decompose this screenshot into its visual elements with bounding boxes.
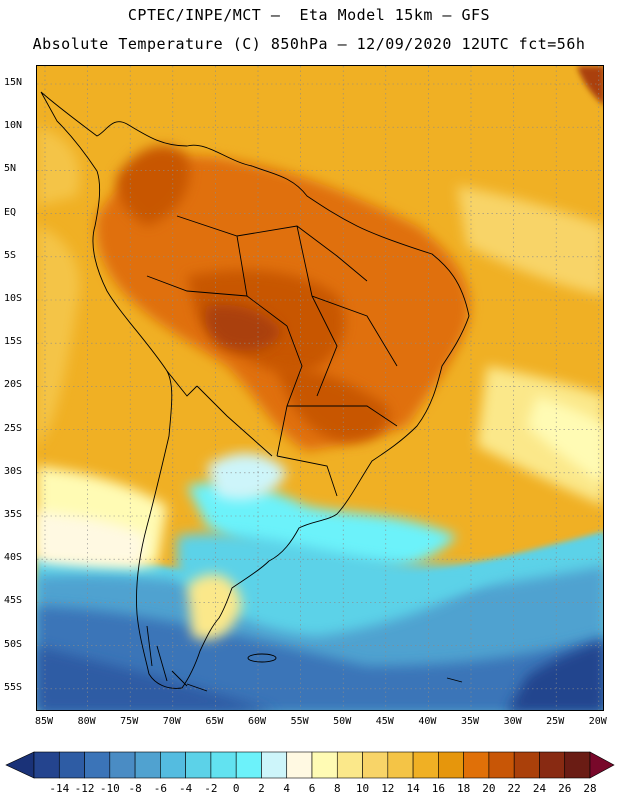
colorbar-swatch xyxy=(438,751,464,779)
colorbar-label: 10 xyxy=(355,782,370,795)
latitude-label: 15N xyxy=(4,77,23,88)
longitude-label: 20W xyxy=(588,716,607,727)
longitude-label: 30W xyxy=(503,716,522,727)
colorbar-swatch xyxy=(513,751,540,779)
longitude-label: 80W xyxy=(77,716,96,727)
colorbar-overflow-arrow xyxy=(589,751,615,779)
colorbar-label: -4 xyxy=(179,782,193,795)
colorbar-swatch xyxy=(160,751,186,779)
colorbar-label: -6 xyxy=(153,782,167,795)
colorbar-swatch xyxy=(33,751,60,779)
colorbar-swatch xyxy=(84,751,111,779)
longitude-label: 50W xyxy=(333,716,352,727)
colorbar-label: -2 xyxy=(204,782,218,795)
colorbar-swatch xyxy=(286,751,313,779)
colorbar-swatch xyxy=(134,751,161,779)
longitude-label: 40W xyxy=(418,716,437,727)
longitude-label: 85W xyxy=(34,716,54,727)
longitude-label: 35W xyxy=(460,716,480,727)
longitude-label: 55W xyxy=(290,716,309,727)
longitude-label: 65W xyxy=(205,716,224,727)
latitude-label: 15S xyxy=(4,336,23,348)
temperature-field xyxy=(37,66,603,710)
temperature-field-map xyxy=(37,66,603,710)
colorbar-swatch xyxy=(336,751,363,779)
longitude-label: 70W xyxy=(162,716,181,727)
colorbar-label: 2 xyxy=(258,782,265,795)
longitude-label: 60W xyxy=(247,716,267,727)
south-america-coastline xyxy=(40,91,470,689)
latitude-label: 5N xyxy=(4,163,17,175)
latitude-label: 55S xyxy=(4,681,23,693)
colorbar-label: 16 xyxy=(431,782,445,795)
colorbar-swatch xyxy=(210,751,237,779)
colorbar-swatch xyxy=(185,751,212,779)
colorbar-label: 22 xyxy=(507,782,521,795)
lat-lon-grid xyxy=(37,66,603,710)
colorbar-swatch xyxy=(58,751,85,779)
colorbar-label: 14 xyxy=(406,782,420,795)
colorbar-label: 12 xyxy=(381,782,395,795)
colorbar-label: 6 xyxy=(308,782,316,795)
colorbar-swatch xyxy=(488,751,515,779)
colorbar-label: 18 xyxy=(457,782,471,795)
colorbar-label: -12 xyxy=(74,782,95,795)
colorbar-swatch xyxy=(463,751,490,779)
colorbar-swatch xyxy=(564,751,591,779)
colorbar-underflow-arrow xyxy=(5,751,35,779)
colorbar-label: 26 xyxy=(558,782,572,795)
map-panel xyxy=(36,65,604,711)
latitude-label: 20S xyxy=(4,379,23,391)
latitude-label: 10N xyxy=(4,120,23,132)
latitude-label: 45S xyxy=(4,595,23,607)
latitude-label: 25S xyxy=(4,422,23,434)
colorbar-swatch xyxy=(362,751,389,779)
latitude-label: 30S xyxy=(4,465,23,477)
temperature-colorbar xyxy=(5,751,615,779)
colorbar-label: 20 xyxy=(482,782,496,795)
colorbar-label: -8 xyxy=(128,782,142,795)
longitude-label: 25W xyxy=(546,716,565,727)
colorbar-label: 28 xyxy=(583,782,597,795)
colorbar-swatch xyxy=(261,751,288,779)
latitude-label: 35S xyxy=(4,509,23,520)
south-georgia xyxy=(446,677,463,683)
map-title-line-1: CPTEC/INPE/MCT – Eta Model 15km – GFS xyxy=(127,6,491,24)
country-borders xyxy=(146,215,398,497)
colorbar-swatch xyxy=(109,751,136,779)
colorbar-swatch xyxy=(235,751,262,779)
map-title-line-2: Absolute Temperature (C) 850hPa – 12/09/… xyxy=(32,35,586,53)
colorbar-swatch xyxy=(539,751,566,779)
colorbar-swatch xyxy=(387,751,414,779)
colorbar-swatch xyxy=(412,751,439,779)
latitude-label: 50S xyxy=(4,638,23,650)
longitude-label: 75W xyxy=(120,716,139,727)
latitude-label: 10S xyxy=(4,293,23,304)
colorbar-label: -10 xyxy=(99,782,120,795)
latitude-label: 5S xyxy=(4,249,17,261)
longitude-label: 45W xyxy=(375,716,394,727)
colorbar-label: 8 xyxy=(333,782,341,795)
colorbar-label: 0 xyxy=(232,782,240,795)
colorbar-label: 24 xyxy=(532,782,547,795)
falkland-islands xyxy=(247,653,277,663)
colorbar-label: 4 xyxy=(283,782,291,795)
latitude-label: EQ xyxy=(4,206,17,218)
colorbar-label: -14 xyxy=(49,782,70,795)
colorbar-swatch xyxy=(311,751,338,779)
coastlines-and-borders xyxy=(40,91,470,692)
latitude-label: 40S xyxy=(4,552,23,564)
chile-archipelago xyxy=(146,625,208,692)
